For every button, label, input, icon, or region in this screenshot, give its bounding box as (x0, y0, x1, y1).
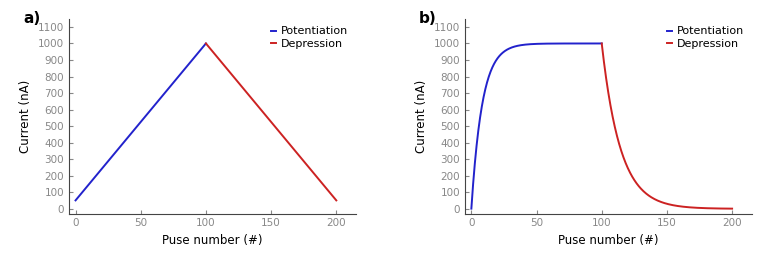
Potentiation (577, 42, 586, 45)
Depression (707, 207, 716, 210)
Y-axis label: Current (nA): Current (nA) (415, 80, 428, 153)
Potentiation (544, 42, 553, 45)
Potentiation (467, 201, 476, 204)
X-axis label: Puse number (#): Puse number (#) (162, 234, 262, 247)
Depression (728, 207, 737, 210)
Depression (597, 46, 607, 49)
Text: a): a) (23, 11, 41, 26)
Legend: Potentiation, Depression: Potentiation, Depression (268, 24, 351, 51)
Depression (597, 42, 607, 45)
Text: b): b) (419, 11, 436, 26)
Potentiation (585, 42, 594, 45)
Depression (674, 205, 683, 208)
Line: Potentiation: Potentiation (472, 44, 602, 209)
Potentiation (467, 207, 476, 210)
Potentiation (545, 42, 554, 45)
Depression (677, 205, 686, 208)
Legend: Potentiation, Depression: Potentiation, Depression (664, 24, 746, 51)
Y-axis label: Current (nA): Current (nA) (19, 80, 32, 153)
Potentiation (597, 42, 607, 45)
Potentiation (547, 42, 556, 45)
Depression (675, 205, 684, 208)
X-axis label: Puse number (#): Puse number (#) (558, 234, 659, 247)
Line: Depression: Depression (602, 44, 732, 209)
Depression (716, 207, 725, 210)
